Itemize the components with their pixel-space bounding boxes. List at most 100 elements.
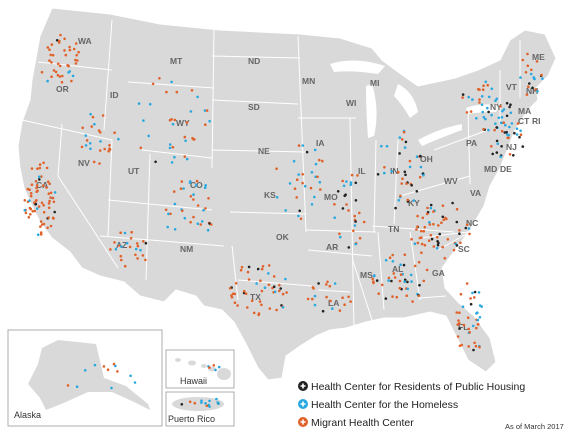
state-label: TX bbox=[250, 292, 261, 302]
health-center-marker bbox=[305, 150, 309, 154]
health-center-marker bbox=[478, 98, 481, 101]
health-center-marker bbox=[209, 223, 213, 226]
health-center-marker bbox=[301, 181, 304, 185]
health-center-marker bbox=[504, 123, 507, 127]
health-center-marker bbox=[297, 144, 301, 147]
health-center-marker bbox=[459, 241, 462, 245]
health-center-marker bbox=[260, 289, 264, 293]
health-center-marker bbox=[519, 129, 522, 132]
health-center-marker bbox=[524, 71, 528, 74]
health-center-marker bbox=[341, 296, 344, 300]
health-center-marker bbox=[466, 316, 470, 320]
health-center-marker bbox=[473, 296, 476, 299]
health-center-marker bbox=[250, 299, 254, 303]
health-center-marker bbox=[49, 191, 53, 195]
hawaii-label: Hawaii bbox=[180, 376, 207, 386]
health-center-marker bbox=[478, 304, 482, 307]
health-center-marker bbox=[356, 174, 359, 177]
health-center-marker bbox=[529, 72, 533, 76]
health-center-marker bbox=[215, 397, 218, 401]
health-center-marker bbox=[331, 307, 334, 310]
health-center-marker bbox=[497, 116, 501, 120]
health-center-marker bbox=[402, 130, 406, 134]
health-center-marker bbox=[432, 210, 435, 213]
health-center-marker bbox=[171, 145, 175, 149]
health-center-marker bbox=[342, 184, 346, 188]
health-center-marker bbox=[405, 182, 408, 185]
state-label: NC bbox=[466, 218, 478, 228]
health-center-marker bbox=[133, 381, 137, 384]
health-center-marker bbox=[403, 146, 407, 149]
health-center-marker bbox=[216, 401, 219, 404]
health-center-marker bbox=[508, 153, 512, 156]
health-center-marker bbox=[148, 102, 152, 106]
health-center-marker bbox=[347, 295, 350, 299]
health-center-marker bbox=[506, 133, 509, 136]
health-center-marker bbox=[23, 199, 27, 202]
health-center-marker bbox=[170, 80, 173, 84]
health-center-marker bbox=[81, 126, 84, 130]
health-center-marker bbox=[54, 70, 58, 74]
health-center-marker bbox=[23, 208, 27, 212]
state-label: GA bbox=[432, 268, 445, 278]
health-center-marker bbox=[354, 220, 357, 223]
health-center-marker bbox=[36, 233, 40, 236]
health-center-marker bbox=[347, 209, 350, 212]
health-center-marker bbox=[325, 295, 328, 299]
health-center-marker bbox=[109, 248, 112, 251]
health-center-marker bbox=[402, 263, 406, 267]
health-center-marker bbox=[208, 366, 211, 369]
lake-ontario bbox=[466, 104, 500, 114]
health-center-marker bbox=[173, 118, 177, 122]
health-center-marker bbox=[120, 258, 123, 262]
health-center-marker bbox=[200, 220, 204, 223]
health-center-marker bbox=[458, 229, 461, 232]
health-center-marker bbox=[428, 221, 431, 224]
health-center-marker bbox=[502, 121, 506, 124]
health-center-marker bbox=[465, 111, 469, 114]
health-center-marker bbox=[350, 173, 354, 177]
health-center-marker bbox=[39, 233, 43, 236]
health-center-marker bbox=[372, 274, 376, 278]
health-center-marker bbox=[195, 179, 199, 183]
health-center-marker bbox=[506, 136, 510, 140]
health-center-marker bbox=[72, 47, 76, 51]
health-center-marker bbox=[38, 175, 41, 179]
health-center-marker bbox=[484, 117, 487, 121]
health-center-marker bbox=[428, 223, 432, 226]
health-center-marker bbox=[353, 224, 357, 227]
health-center-marker bbox=[88, 142, 92, 145]
health-center-marker bbox=[137, 102, 141, 105]
legend-item: Health Center for the Homeless bbox=[298, 399, 458, 411]
health-center-marker bbox=[196, 204, 200, 207]
health-center-marker bbox=[48, 199, 51, 203]
health-center-marker bbox=[49, 53, 52, 57]
state-label: MA bbox=[518, 106, 531, 116]
health-center-marker bbox=[314, 175, 317, 179]
health-center-marker bbox=[50, 43, 54, 46]
health-center-marker bbox=[51, 53, 55, 57]
health-center-marker bbox=[399, 194, 402, 198]
plus-mark bbox=[300, 383, 306, 389]
health-center-marker bbox=[328, 284, 332, 288]
health-center-marker bbox=[257, 313, 261, 317]
health-center-marker bbox=[399, 273, 403, 277]
health-center-marker bbox=[205, 109, 209, 112]
state-label: OK bbox=[276, 232, 290, 242]
health-center-marker bbox=[475, 117, 478, 120]
legend-label: Migrant Health Center bbox=[311, 417, 414, 429]
health-center-marker bbox=[45, 186, 48, 189]
state-label: KY bbox=[408, 198, 420, 208]
health-center-marker bbox=[67, 71, 70, 74]
health-center-marker bbox=[417, 260, 421, 264]
health-center-marker bbox=[413, 264, 417, 268]
state-label: AR bbox=[326, 242, 338, 252]
health-center-marker bbox=[260, 303, 263, 307]
health-center-marker bbox=[204, 123, 207, 126]
health-center-marker bbox=[390, 279, 393, 283]
health-center-marker bbox=[84, 134, 88, 137]
health-center-marker bbox=[68, 45, 71, 49]
health-center-marker bbox=[48, 59, 51, 62]
alaska-label: Alaska bbox=[14, 410, 41, 420]
